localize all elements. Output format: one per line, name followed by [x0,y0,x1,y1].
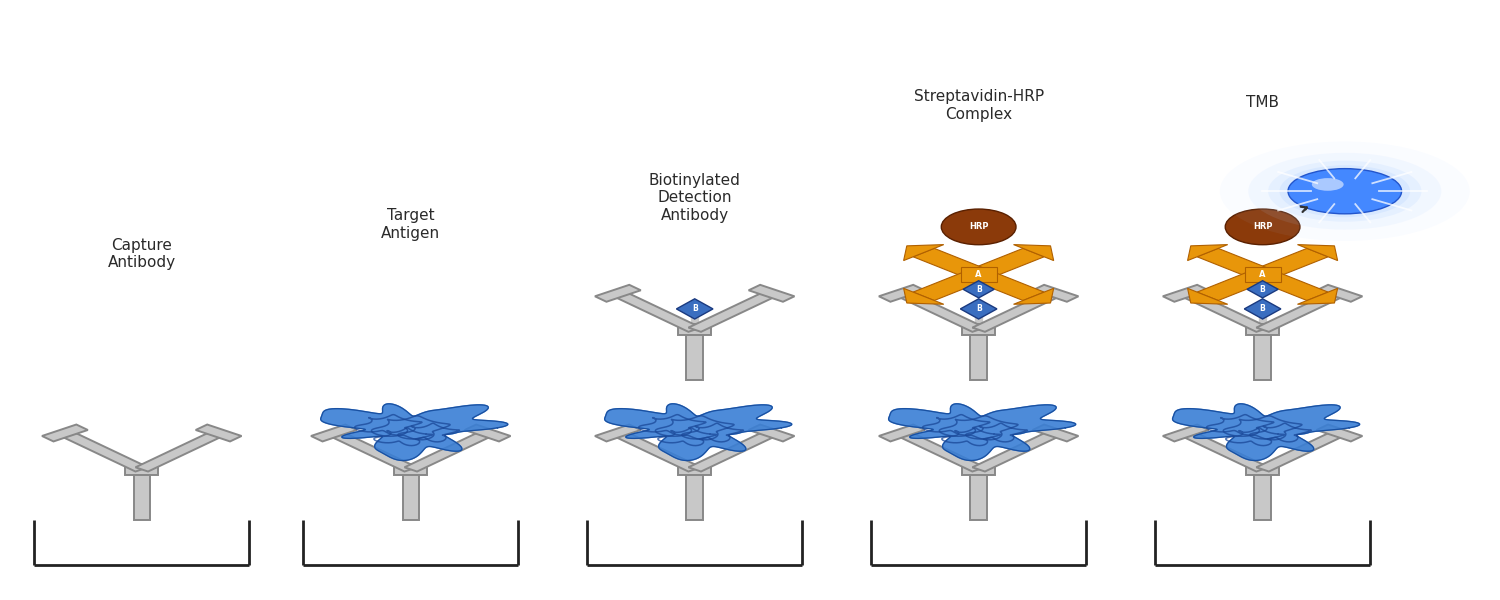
Polygon shape [1179,291,1269,332]
Bar [402,469,418,520]
Polygon shape [903,245,944,260]
Text: Target
Antigen: Target Antigen [381,208,441,241]
Text: B: B [1260,285,1266,294]
Text: Biotinylated
Detection
Antibody: Biotinylated Detection Antibody [650,173,741,223]
Polygon shape [1245,299,1281,319]
Text: B: B [976,304,981,313]
Polygon shape [896,291,986,332]
Bar [394,464,427,475]
Polygon shape [405,431,494,472]
Polygon shape [896,431,986,472]
Polygon shape [135,431,225,472]
Bar [126,464,158,475]
Polygon shape [58,431,148,472]
Polygon shape [1252,248,1328,278]
Bar [1246,325,1280,335]
Bar [962,464,994,475]
Polygon shape [1162,425,1209,442]
Circle shape [1280,165,1410,217]
Polygon shape [310,425,357,442]
Polygon shape [879,285,924,302]
Polygon shape [327,431,417,472]
Polygon shape [1197,270,1274,301]
Polygon shape [960,299,998,319]
Polygon shape [879,425,924,442]
Polygon shape [1257,431,1346,472]
Polygon shape [1179,431,1269,472]
Polygon shape [972,431,1062,472]
Text: A: A [1260,270,1266,279]
Text: HRP: HRP [1252,223,1272,232]
Circle shape [1288,169,1401,214]
Bar [962,325,994,335]
Polygon shape [1252,270,1328,301]
Bar [134,469,150,520]
Circle shape [1268,161,1422,222]
Text: HRP: HRP [969,223,988,232]
Text: Streptavidin-HRP
Complex: Streptavidin-HRP Complex [914,89,1044,122]
Polygon shape [688,431,778,472]
Polygon shape [612,291,701,332]
Polygon shape [1188,245,1227,260]
Text: B: B [976,285,981,294]
Polygon shape [748,425,795,442]
Polygon shape [465,425,510,442]
Text: A: A [975,270,982,279]
Bar [1254,330,1270,380]
Polygon shape [1298,245,1338,260]
Circle shape [1248,153,1442,230]
Bar [960,268,996,281]
Polygon shape [972,291,1062,332]
Polygon shape [604,404,792,461]
Polygon shape [1188,289,1227,304]
Bar [970,469,987,520]
Circle shape [1220,142,1470,241]
Polygon shape [1014,289,1053,304]
Polygon shape [1032,285,1078,302]
Polygon shape [903,289,944,304]
Bar [1246,464,1280,475]
Polygon shape [596,425,640,442]
Polygon shape [914,248,989,278]
Polygon shape [888,404,1076,461]
Bar [687,330,703,380]
Polygon shape [688,291,778,332]
Polygon shape [968,248,1044,278]
Polygon shape [321,404,508,461]
Bar [970,330,987,380]
Polygon shape [1014,245,1053,260]
Bar [678,325,711,335]
Polygon shape [596,285,640,302]
Polygon shape [1162,285,1209,302]
Polygon shape [1246,281,1278,298]
Polygon shape [1257,291,1346,332]
Polygon shape [914,270,989,301]
Polygon shape [1317,285,1362,302]
Polygon shape [1197,248,1274,278]
Polygon shape [42,425,88,442]
Polygon shape [968,270,1044,301]
Polygon shape [1317,425,1362,442]
Polygon shape [1173,404,1359,461]
Bar [678,464,711,475]
Bar [687,469,703,520]
Ellipse shape [1226,209,1300,245]
Bar [1254,469,1270,520]
Polygon shape [748,285,795,302]
Ellipse shape [942,209,1016,245]
Circle shape [1312,178,1344,191]
Polygon shape [676,299,712,319]
Polygon shape [963,281,994,298]
Polygon shape [1298,289,1338,304]
Text: B: B [1260,304,1266,313]
Text: Capture
Antibody: Capture Antibody [108,238,176,270]
Text: TMB: TMB [1246,95,1280,110]
Polygon shape [195,425,242,442]
Bar [1245,268,1281,281]
Polygon shape [1032,425,1078,442]
Text: B: B [692,304,698,313]
Polygon shape [612,431,701,472]
